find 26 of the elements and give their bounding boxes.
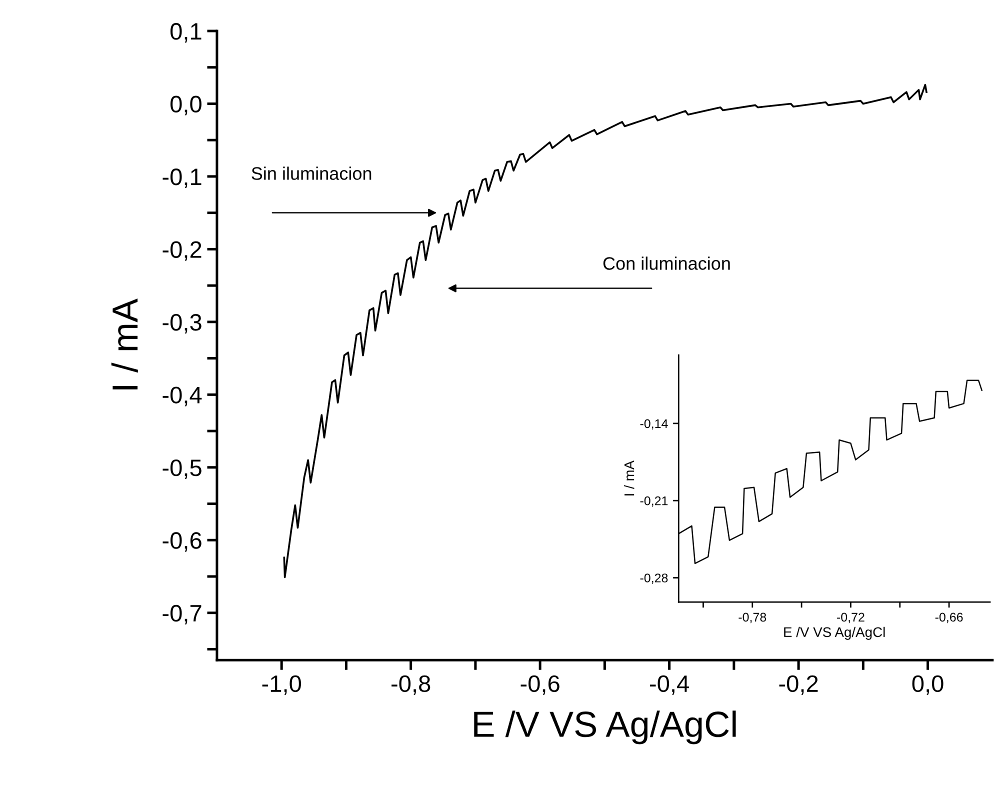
y-tick-label: -0,7 <box>162 604 202 624</box>
x-tick-label: -1,0 <box>262 675 302 695</box>
y-tick-label: -0,14 <box>640 419 668 430</box>
y-tick-label: -0,4 <box>162 386 202 406</box>
y-tick-label: 0,0 <box>170 96 202 116</box>
y-tick-label: -0,5 <box>162 459 202 479</box>
y-tick-label: -0,1 <box>162 168 202 188</box>
x-tick-label: -0,6 <box>520 675 560 695</box>
y-axis-title: I / mA <box>624 460 634 496</box>
x-tick-label: -0,2 <box>779 675 818 695</box>
y-axis-title: I / mA <box>111 298 138 390</box>
x-tick-label: -0,72 <box>837 612 864 624</box>
y-tick-label: -0,21 <box>640 496 668 507</box>
x-tick-label: 0,0 <box>912 675 944 695</box>
x-axis-title: E /V VS Ag/AgCl <box>474 710 736 744</box>
annotation: Sin iluminacion <box>252 166 372 180</box>
y-tick-label: -0,3 <box>162 314 202 334</box>
y-tick-label: 0,1 <box>170 23 202 43</box>
x-tick-label: -0,78 <box>738 612 766 624</box>
x-tick-label: -0,8 <box>392 675 430 695</box>
y-tick-label: -0,6 <box>162 532 202 552</box>
x-tick-label: -0,66 <box>935 612 963 624</box>
y-tick-label: -0,28 <box>640 574 668 584</box>
y-tick-label: -0,2 <box>162 241 202 261</box>
annotation: Con iluminacion <box>603 256 730 270</box>
x-axis-title: E /V VS Ag/AgCl <box>784 626 885 640</box>
